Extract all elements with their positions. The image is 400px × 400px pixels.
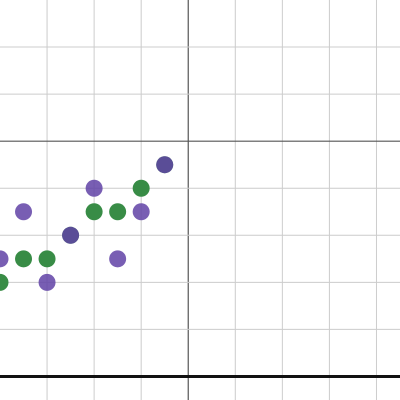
point [0, 250, 9, 268]
point [62, 226, 80, 244]
point [38, 250, 56, 268]
point [85, 203, 103, 221]
point [132, 203, 150, 221]
point [15, 203, 33, 221]
point [156, 156, 174, 174]
point [132, 179, 150, 197]
point [0, 273, 9, 291]
point [15, 250, 33, 268]
point [85, 179, 103, 197]
point [109, 203, 127, 221]
point [109, 250, 127, 268]
point [38, 273, 56, 291]
